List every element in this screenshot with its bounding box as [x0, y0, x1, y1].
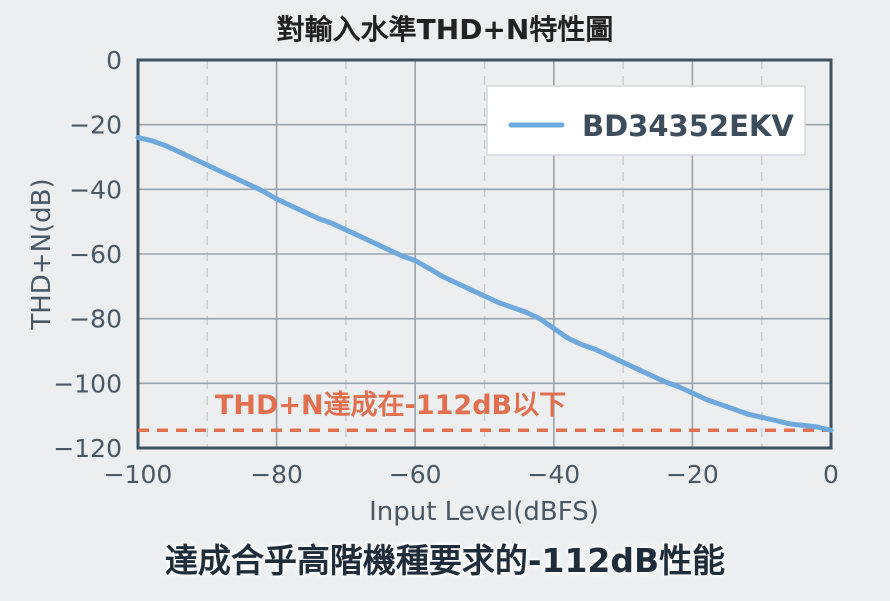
series-line-bd34352ekv	[135, 135, 834, 433]
y-tick-label: 0	[106, 46, 122, 75]
x-tick-label: −60	[389, 460, 442, 489]
plot-frame	[136, 58, 833, 450]
y-tick-label: −40	[69, 175, 122, 204]
y-tick-label: −80	[69, 305, 122, 334]
y-tick-label: −60	[69, 240, 122, 269]
x-tick-label: −100	[104, 460, 173, 489]
caption: 達成合乎高階機種要求的-112dB性能	[164, 541, 726, 580]
y-tick-label: −100	[53, 369, 122, 398]
chart-title: 對輸入水準THD+N特性圖	[276, 13, 614, 46]
x-tick-label: −80	[250, 460, 303, 489]
y-tick-labels: 0 −20 −40 −60 −80 −100 −120	[53, 46, 122, 463]
y-axis-label: THD+N(dB)	[27, 178, 57, 330]
x-tick-label: −40	[527, 460, 580, 489]
x-tick-label: 0	[823, 460, 839, 489]
x-axis-label: Input Level(dBFS)	[369, 497, 599, 527]
legend: BD34352EKV	[486, 85, 806, 156]
threshold-label: THD+N達成在-112dB以下	[215, 390, 566, 421]
x-tick-labels: −100 −80 −60 −40 −20 0	[104, 460, 839, 489]
y-tick-label: −120	[53, 434, 122, 463]
x-tick-label: −20	[666, 460, 719, 489]
legend-label: BD34352EKV	[582, 109, 794, 143]
y-tick-label: −20	[69, 111, 122, 140]
legend-box	[486, 85, 806, 156]
